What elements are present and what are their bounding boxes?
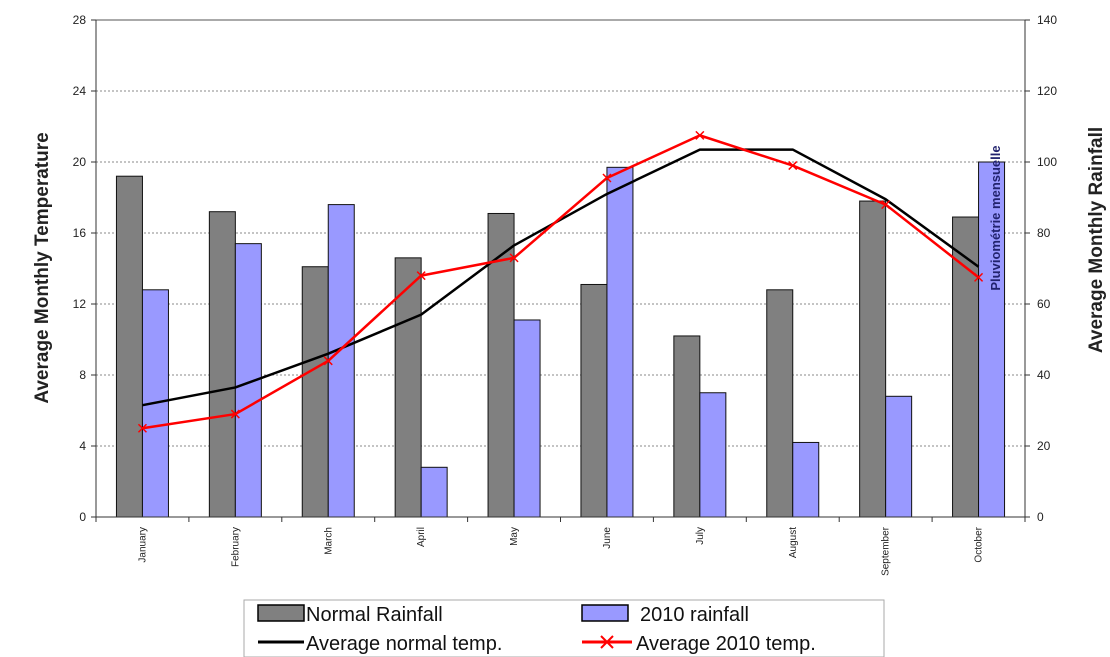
annotation-label: Pluviométrie mensuelle (988, 145, 1003, 290)
y-left-tick-label: 28 (73, 13, 87, 27)
x-tick-label: June (602, 527, 613, 549)
axes (91, 19, 1030, 522)
legend: Normal Rainfall 2010 rainfall Average no… (243, 599, 885, 657)
bar-2010-rainfall (420, 466, 448, 518)
legend-label-2010-temp: Average 2010 temp. (636, 633, 816, 655)
x-tick-label: September (881, 526, 892, 576)
x-tick-label: April (416, 527, 427, 547)
legend-swatch-2010-rainfall (581, 604, 629, 622)
legend-marker-2010-temp (600, 635, 614, 649)
legend-label-normal-temp: Average normal temp. (306, 633, 502, 655)
bar-2010-rainfall (978, 161, 1006, 518)
x-tick-label: May (509, 527, 520, 546)
x-tick-label: October (974, 526, 985, 562)
point-2010-temp (509, 253, 519, 263)
x-tick-label: August (788, 527, 799, 558)
bar-normal-rainfall (487, 212, 515, 518)
point-2010-temp (137, 423, 147, 433)
y-right-tick-label: 120 (1037, 84, 1057, 98)
bar-2010-rainfall (606, 166, 634, 518)
y-left-axis-title: Average Monthly Temperature (32, 132, 53, 403)
line-normal-temp (142, 148, 980, 407)
y-left-tick-label: 20 (73, 155, 87, 169)
y-right-tick-label: 80 (1037, 226, 1051, 240)
y-right-tick-label: 100 (1037, 155, 1057, 169)
y-left-tick-label: 16 (73, 226, 87, 240)
point-2010-temp (974, 272, 984, 282)
y-right-tick-label: 20 (1037, 439, 1051, 453)
y-left-tick-label: 24 (73, 84, 87, 98)
point-2010-temp (788, 161, 798, 171)
legend-label-normal-rainfall: Normal Rainfall (306, 604, 443, 626)
y-left-tick-label: 12 (73, 297, 87, 311)
bar-2010-rainfall (792, 441, 820, 518)
y-left-tick-label: 4 (79, 439, 86, 453)
bar-2010-rainfall (513, 319, 541, 518)
bar-normal-rainfall (766, 289, 794, 518)
legend-label-2010-rainfall: 2010 rainfall (640, 604, 749, 626)
bar-normal-rainfall (952, 216, 980, 518)
y-right-tick-label: 40 (1037, 368, 1051, 382)
bar-normal-rainfall (301, 266, 329, 518)
point-2010-temp (323, 356, 333, 366)
line-2010-temp (142, 134, 980, 430)
bar-normal-rainfall (394, 257, 422, 518)
x-tick-label: March (323, 527, 334, 555)
bar-normal-rainfall (673, 335, 701, 518)
bar-normal-rainfall (580, 283, 608, 518)
point-2010-temp (695, 130, 705, 140)
point-2010-temp (230, 409, 240, 419)
bar-normal-rainfall (859, 200, 887, 518)
point-2010-temp (881, 200, 891, 210)
point-2010-temp (602, 173, 612, 183)
bar-2010-rainfall (327, 204, 355, 518)
bar-2010-rainfall (885, 395, 913, 518)
y-left-tick-label: 0 (79, 510, 86, 524)
gridlines (96, 90, 1025, 447)
y-left-tick-label: 8 (79, 368, 86, 382)
tick-labels: 0 4 8 12 16 20 24 28 0 20 40 60 80 100 120 140 January Fe… (73, 13, 1058, 576)
lines (137, 130, 984, 433)
y-right-tick-label: 140 (1037, 13, 1057, 27)
y-right-tick-label: 0 (1037, 510, 1044, 524)
legend-box (243, 599, 885, 657)
point-2010-temp (416, 271, 426, 281)
bar-2010-rainfall (699, 392, 727, 518)
x-tick-label: January (137, 527, 148, 563)
bars (115, 161, 1006, 518)
y-right-axis-title: Average Monthly Rainfall (1086, 127, 1107, 353)
x-tick-label: February (230, 527, 241, 567)
x-tick-label: July (695, 527, 706, 545)
legend-swatch-normal-rainfall (257, 604, 305, 622)
y-right-tick-label: 60 (1037, 297, 1051, 311)
bar-normal-rainfall (208, 211, 236, 518)
bar-normal-rainfall (115, 175, 143, 518)
